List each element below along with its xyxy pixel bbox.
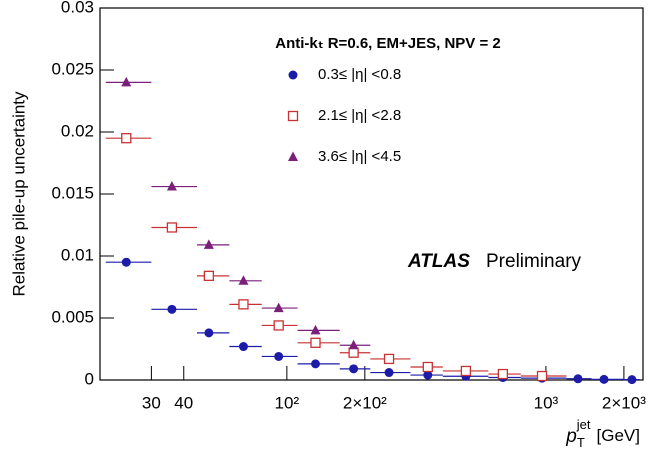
marker-circle: [311, 359, 321, 369]
marker-square: [166, 222, 178, 233]
y-tick-label: 0.005: [51, 307, 94, 326]
marker-circle: [384, 368, 394, 378]
marker-square: [460, 365, 472, 377]
x-label-symbol: p: [565, 426, 577, 447]
atlas-label: ATLAS: [407, 251, 470, 272]
marker-square: [383, 353, 395, 365]
y-tick-label: 0.025: [51, 59, 94, 78]
legend-label: 3.6≤ |η| <4.5: [318, 148, 401, 165]
x-label-unit: [GeV]: [597, 426, 640, 445]
marker-triangle: [273, 302, 284, 313]
marker-square: [310, 337, 321, 348]
y-tick-label: 0.02: [61, 121, 94, 140]
preliminary-label: Preliminary: [486, 251, 582, 272]
marker-circle: [274, 351, 284, 361]
y-tick-label: 0.01: [61, 245, 94, 264]
x-tick-label: 30: [142, 393, 161, 412]
x-tick-label: 40: [174, 393, 193, 412]
x-tick-label: 2×10³: [602, 393, 646, 412]
marker-square: [238, 299, 249, 310]
marker-triangle: [166, 181, 177, 191]
marker-circle: [627, 375, 637, 385]
marker-circle: [238, 342, 248, 352]
marker-square: [287, 110, 299, 122]
marker-triangle: [121, 76, 132, 87]
x-label-sup: jet: [576, 417, 591, 432]
marker-circle: [599, 374, 609, 384]
y-tick-label: 0.03: [61, 0, 94, 16]
marker-circle: [423, 370, 433, 380]
plot-frame: [99, 7, 644, 381]
marker-square: [273, 320, 284, 331]
y-axis-label: Relative pile-up uncertainty: [9, 91, 28, 297]
marker-square: [348, 347, 359, 358]
marker-circle: [204, 328, 214, 338]
marker-square: [121, 133, 132, 144]
marker-triangle: [348, 339, 359, 350]
header: Anti-kₜ R=0.6, EM+JES, NPV = 2: [275, 35, 500, 52]
marker-square: [422, 361, 433, 373]
x-tick-label: 10³: [534, 393, 559, 412]
marker-circle: [167, 304, 177, 314]
y-tick-label: 0: [85, 369, 94, 388]
y-tick-label: 0.015: [51, 183, 94, 202]
marker-triangle: [288, 151, 298, 161]
x-tick-label: 10²: [275, 393, 300, 412]
marker-square: [203, 270, 215, 281]
marker-triangle: [310, 324, 321, 335]
x-label-sub: T: [577, 435, 585, 450]
x-tick-label: 2×10²: [343, 393, 387, 412]
x-axis-label: pTjet [GeV]: [565, 417, 640, 450]
marker-circle: [121, 257, 131, 267]
marker-square: [536, 370, 548, 382]
marker-triangle: [203, 239, 214, 249]
legend-label: 2.1≤ |η| <2.8: [318, 107, 401, 124]
marker-circle: [573, 374, 583, 384]
marker-circle: [288, 70, 298, 80]
marker-triangle: [238, 275, 249, 285]
legend-label: 0.3≤ |η| <0.8: [318, 66, 401, 83]
marker-circle: [349, 364, 359, 374]
marker-square: [497, 368, 509, 380]
